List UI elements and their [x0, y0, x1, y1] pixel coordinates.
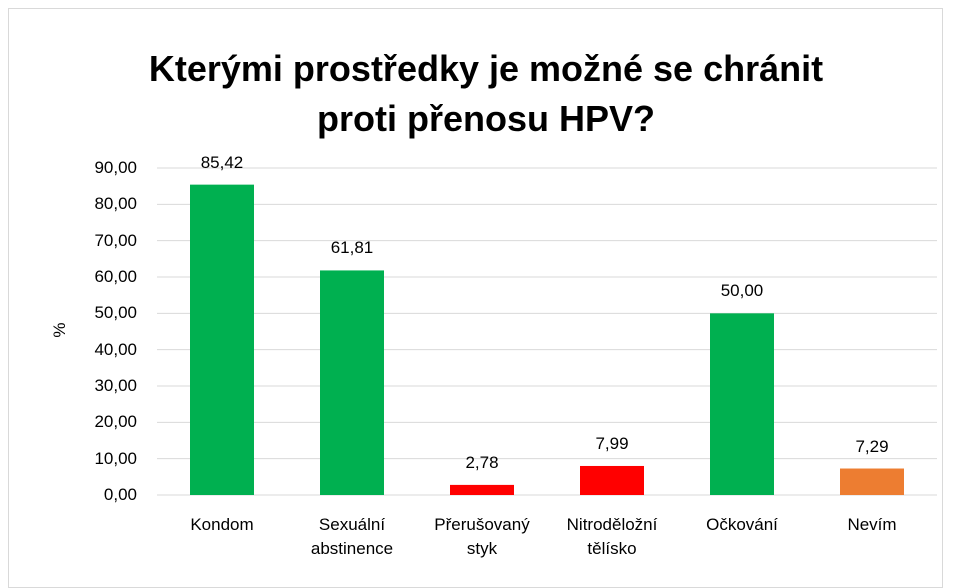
data-label: 7,99	[595, 433, 629, 453]
y-tick-label: 60,00	[94, 267, 137, 286]
y-tick-label: 30,00	[94, 376, 137, 395]
y-tick-label: 50,00	[94, 303, 137, 323]
y-tick-label: 40,00	[94, 339, 137, 359]
y-tick-label: 20,00	[94, 412, 137, 432]
data-label: 2,78	[465, 452, 499, 472]
data-label: 50,00	[720, 281, 764, 301]
chart-title: Kterými prostředky je možné se chránit p…	[148, 48, 824, 139]
bar	[580, 465, 644, 495]
y-tick-label: 0,00	[103, 485, 137, 504]
x-tick-label: Přerušovaný styk	[434, 515, 530, 558]
x-tick-label: Sexuální abstinence	[310, 515, 394, 558]
bar	[450, 484, 514, 495]
x-tick-label: Kondom	[190, 515, 254, 534]
y-tick-label: 70,00	[94, 230, 137, 250]
x-tick-label: Nitroděložní tělísko	[566, 515, 658, 558]
y-tick-label: 90,00	[94, 158, 137, 177]
data-label: 61,81	[330, 238, 374, 258]
data-label: 7,29	[855, 436, 889, 456]
y-tick-label: 10,00	[94, 448, 137, 468]
x-tick-label: Očkování	[706, 515, 778, 534]
bar	[190, 184, 254, 495]
x-tick-label: Nevím	[847, 515, 897, 534]
data-label: 85,42	[200, 152, 244, 172]
bar	[710, 313, 774, 495]
y-tick-label: 80,00	[94, 194, 137, 214]
bar	[320, 270, 384, 495]
bar	[840, 468, 904, 495]
